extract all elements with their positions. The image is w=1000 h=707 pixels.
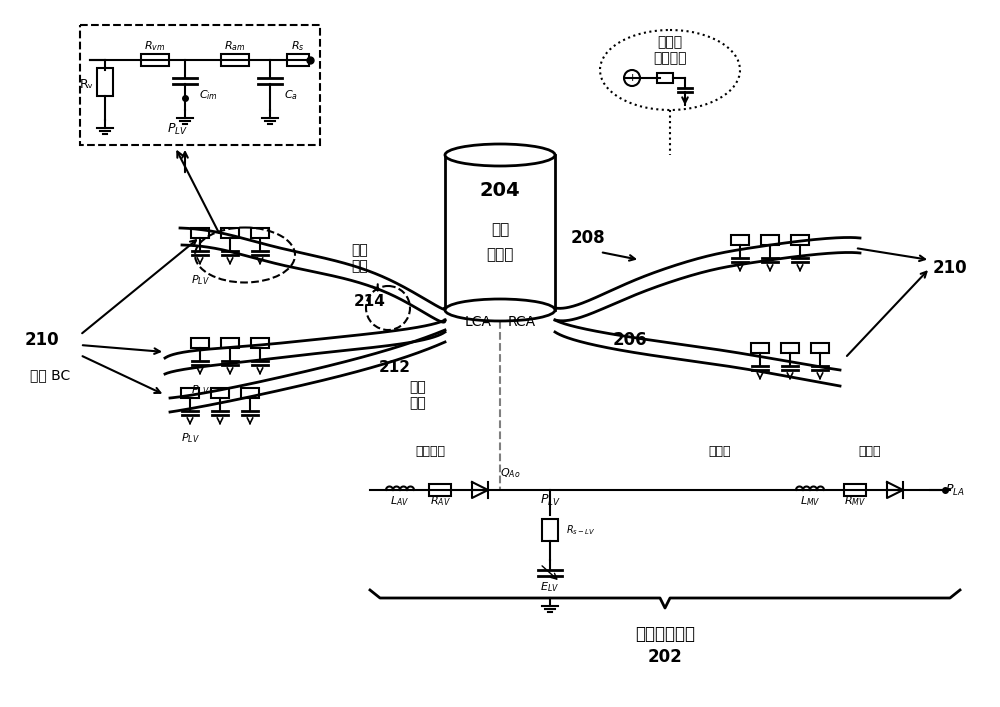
Text: $Q_{Ao}$: $Q_{Ao}$ bbox=[500, 466, 520, 480]
Text: $R_{s-LV}$: $R_{s-LV}$ bbox=[566, 523, 596, 537]
FancyBboxPatch shape bbox=[80, 25, 320, 145]
Text: $L_{AV}$: $L_{AV}$ bbox=[390, 494, 410, 508]
Ellipse shape bbox=[445, 299, 555, 321]
Bar bbox=[141, 54, 169, 66]
Text: 208: 208 bbox=[571, 229, 605, 247]
Text: $R_s$: $R_s$ bbox=[291, 39, 305, 53]
Bar bbox=[445, 155, 555, 310]
Text: 210: 210 bbox=[25, 331, 59, 349]
Text: $P_{LV}$: $P_{LV}$ bbox=[191, 273, 209, 287]
Text: $R_{am}$: $R_{am}$ bbox=[224, 39, 246, 53]
Text: $P_{LV}$: $P_{LV}$ bbox=[540, 493, 560, 508]
Bar bbox=[657, 73, 673, 83]
Text: $P_{LV}$: $P_{LV}$ bbox=[191, 383, 209, 397]
Bar bbox=[731, 235, 749, 245]
Text: $C_a$: $C_a$ bbox=[284, 88, 298, 102]
Text: 204: 204 bbox=[480, 180, 520, 199]
Text: $R_{vm}$: $R_{vm}$ bbox=[144, 39, 166, 53]
Bar bbox=[811, 343, 829, 353]
Text: 210: 210 bbox=[933, 259, 967, 277]
Text: $L_{MV}$: $L_{MV}$ bbox=[800, 494, 820, 508]
Text: $E_{LV}$: $E_{LV}$ bbox=[540, 580, 560, 594]
Bar bbox=[191, 338, 209, 348]
Text: 212: 212 bbox=[379, 361, 411, 375]
Text: RCA: RCA bbox=[508, 315, 536, 329]
Text: 冠状 BC: 冠状 BC bbox=[30, 368, 70, 382]
Text: 202: 202 bbox=[648, 648, 682, 666]
Bar bbox=[97, 68, 113, 96]
Text: 集总心脏模型: 集总心脏模型 bbox=[635, 625, 695, 643]
Text: 左心室: 左心室 bbox=[709, 445, 731, 458]
Text: 二尖瓣: 二尖瓣 bbox=[859, 445, 881, 458]
Bar bbox=[191, 228, 209, 238]
Bar bbox=[241, 388, 259, 398]
Text: 主动脉: 主动脉 bbox=[486, 247, 514, 262]
Ellipse shape bbox=[445, 144, 555, 166]
Bar bbox=[429, 484, 451, 496]
Bar bbox=[181, 388, 199, 398]
Text: 主动脉瓣: 主动脉瓣 bbox=[415, 445, 445, 458]
Text: $C_{im}$: $C_{im}$ bbox=[199, 88, 218, 102]
Text: Rᵥ: Rᵥ bbox=[80, 78, 94, 91]
Text: $P_{LV}$: $P_{LV}$ bbox=[181, 431, 199, 445]
Text: 214: 214 bbox=[354, 295, 386, 310]
Text: $R_{MV}$: $R_{MV}$ bbox=[844, 494, 866, 508]
Ellipse shape bbox=[600, 30, 740, 110]
Bar bbox=[251, 228, 269, 238]
Bar bbox=[844, 484, 866, 496]
Bar bbox=[287, 54, 309, 66]
Text: 上升: 上升 bbox=[491, 223, 509, 238]
Bar bbox=[221, 54, 249, 66]
Text: LCA: LCA bbox=[464, 315, 492, 329]
Text: 严重
狭窄: 严重 狭窄 bbox=[352, 243, 368, 273]
Bar bbox=[751, 343, 769, 353]
Circle shape bbox=[624, 70, 640, 86]
Text: 轻微
狭窄: 轻微 狭窄 bbox=[410, 380, 426, 410]
Text: +: + bbox=[627, 73, 637, 83]
Bar bbox=[542, 519, 558, 541]
Bar bbox=[221, 228, 239, 238]
Text: 206: 206 bbox=[613, 331, 647, 349]
Bar bbox=[791, 235, 809, 245]
Text: 系统树
降阶模型: 系统树 降阶模型 bbox=[653, 35, 687, 65]
Text: $P_{LV}$: $P_{LV}$ bbox=[167, 122, 187, 137]
Bar bbox=[211, 388, 229, 398]
Bar bbox=[781, 343, 799, 353]
Bar bbox=[221, 338, 239, 348]
Bar bbox=[761, 235, 779, 245]
Text: $P_{LA}$: $P_{LA}$ bbox=[945, 482, 965, 498]
Text: $R_{AV}$: $R_{AV}$ bbox=[430, 494, 450, 508]
Bar bbox=[251, 338, 269, 348]
